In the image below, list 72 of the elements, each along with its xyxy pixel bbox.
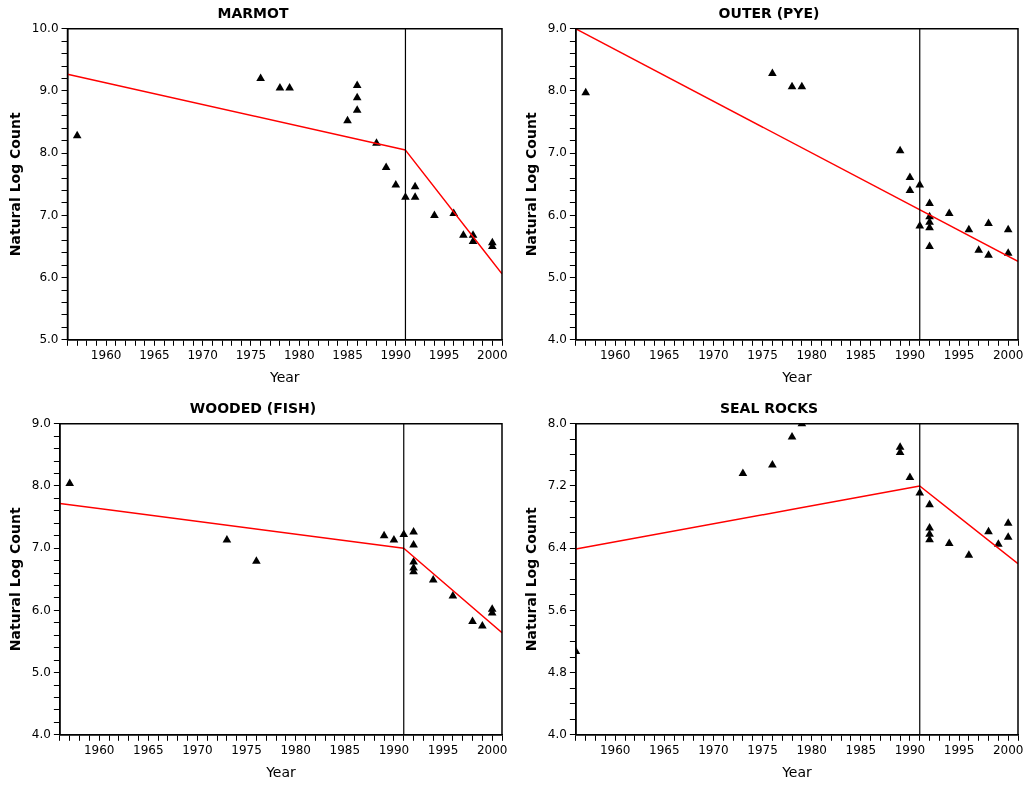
x-axis-title: Year xyxy=(268,369,300,386)
x-axis-title: Year xyxy=(781,764,813,781)
y-tick-label: 8.0 xyxy=(547,83,567,98)
x-tick-label: 1965 xyxy=(139,348,170,363)
y-tick-label: 4.0 xyxy=(547,331,567,346)
y-tick-label: 5.0 xyxy=(31,664,51,679)
y-tick-label: 4.0 xyxy=(547,726,567,741)
x-tick-label: 1965 xyxy=(649,348,680,363)
y-axis-title: Natural Log Count xyxy=(523,112,540,257)
y-tick-label: 4.0 xyxy=(31,726,51,741)
x-tick-label: 2000 xyxy=(476,743,508,758)
x-tick-label: 1995 xyxy=(428,348,460,363)
x-axis-title: Year xyxy=(781,369,813,386)
y-tick-label: 6.4 xyxy=(547,540,567,555)
x-tick-label: 1995 xyxy=(943,743,975,758)
y-tick-label: 7.0 xyxy=(31,540,51,555)
x-tick-label: 1995 xyxy=(943,348,975,363)
y-tick-label: 9.0 xyxy=(547,20,567,35)
y-tick-label: 10.0 xyxy=(31,20,59,35)
y-tick-label: 7.2 xyxy=(547,478,567,493)
x-tick-label: 1970 xyxy=(698,348,729,363)
x-tick-label: 1975 xyxy=(235,348,267,363)
y-tick-label: 6.0 xyxy=(31,602,51,617)
y-tick-label: 6.0 xyxy=(547,207,567,222)
y-tick-label: 5.6 xyxy=(547,602,567,617)
y-axis-title: Natural Log Count xyxy=(7,507,24,652)
chart-title: SEAL ROCKS xyxy=(719,400,819,417)
y-tick-label: 9.0 xyxy=(31,415,51,430)
x-axis-title: Year xyxy=(265,764,297,781)
y-tick-label: 8.0 xyxy=(39,145,59,160)
x-tick-label: 1965 xyxy=(133,743,164,758)
x-tick-label: 2000 xyxy=(992,743,1024,758)
x-tick-label: 1960 xyxy=(90,348,122,363)
x-tick-label: 1990 xyxy=(894,743,926,758)
y-tick-label: 8.0 xyxy=(547,415,567,430)
y-tick-label: 7.0 xyxy=(547,145,567,160)
y-tick-label: 6.0 xyxy=(39,269,59,284)
x-tick-label: 1980 xyxy=(283,348,315,363)
chart-title: MARMOT xyxy=(217,5,289,22)
x-tick-label: 2000 xyxy=(992,348,1024,363)
x-tick-label: 1990 xyxy=(378,743,410,758)
x-tick-label: 1965 xyxy=(649,743,680,758)
x-tick-label: 1970 xyxy=(187,348,218,363)
x-tick-label: 1960 xyxy=(83,743,115,758)
x-tick-label: 2000 xyxy=(477,348,508,363)
y-tick-label: 7.0 xyxy=(39,207,59,222)
x-tick-label: 1970 xyxy=(182,743,213,758)
chart-title: OUTER (PYE) xyxy=(718,5,820,22)
y-tick-label: 4.8 xyxy=(547,664,567,679)
x-tick-label: 1980 xyxy=(280,743,311,758)
x-tick-label: 1995 xyxy=(427,743,459,758)
x-tick-label: 1975 xyxy=(747,348,778,363)
x-tick-label: 1960 xyxy=(599,743,631,758)
y-tick-label: 5.0 xyxy=(547,269,567,284)
x-tick-label: 1975 xyxy=(747,743,778,758)
x-tick-label: 1980 xyxy=(796,743,827,758)
y-axis-title: Natural Log Count xyxy=(7,112,24,257)
x-tick-label: 1970 xyxy=(698,743,729,758)
y-axis-title: Natural Log Count xyxy=(523,507,540,652)
chart-title: WOODED (FISH) xyxy=(189,400,317,417)
x-tick-label: 1990 xyxy=(380,348,412,363)
x-tick-label: 1990 xyxy=(894,348,926,363)
x-tick-label: 1960 xyxy=(599,348,631,363)
x-tick-label: 1985 xyxy=(329,743,361,758)
x-tick-label: 1985 xyxy=(845,348,877,363)
x-tick-label: 1980 xyxy=(796,348,827,363)
y-tick-label: 5.0 xyxy=(39,331,59,346)
x-tick-label: 1985 xyxy=(845,743,877,758)
x-tick-label: 1985 xyxy=(332,348,363,363)
y-tick-label: 9.0 xyxy=(39,83,59,98)
x-tick-label: 1975 xyxy=(231,743,262,758)
y-tick-label: 8.0 xyxy=(31,478,51,493)
